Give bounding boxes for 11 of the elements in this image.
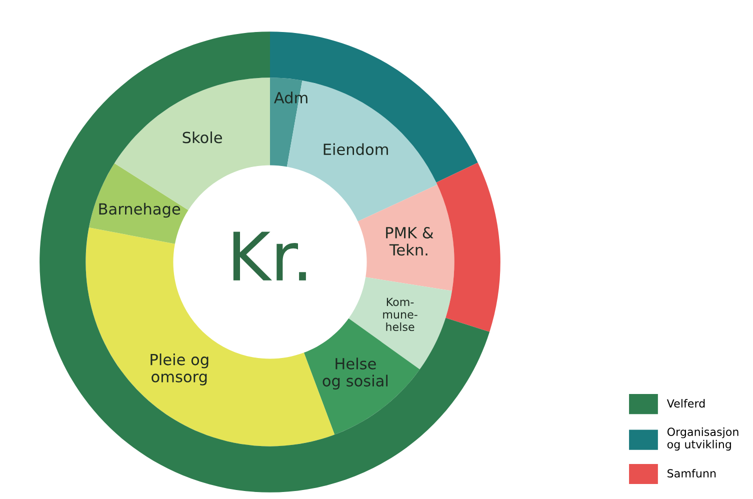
legend-label: Samfunn xyxy=(668,468,716,478)
slice-label: Skole xyxy=(182,131,222,144)
slice-label: Helse og sosial xyxy=(322,358,388,390)
text: Kr. xyxy=(233,232,306,280)
slice-label: Eiendom xyxy=(324,143,388,156)
legend-label: Organisasjon og utvikling xyxy=(667,427,738,451)
slice-label: Pleie og omsorg xyxy=(150,353,208,386)
slice-label: PMK & Tekn. xyxy=(386,226,434,256)
legend-label: Velferd xyxy=(666,399,705,408)
slice-label: Kom- mune- helse xyxy=(383,298,418,332)
slice-label: Barnehage xyxy=(99,202,180,218)
